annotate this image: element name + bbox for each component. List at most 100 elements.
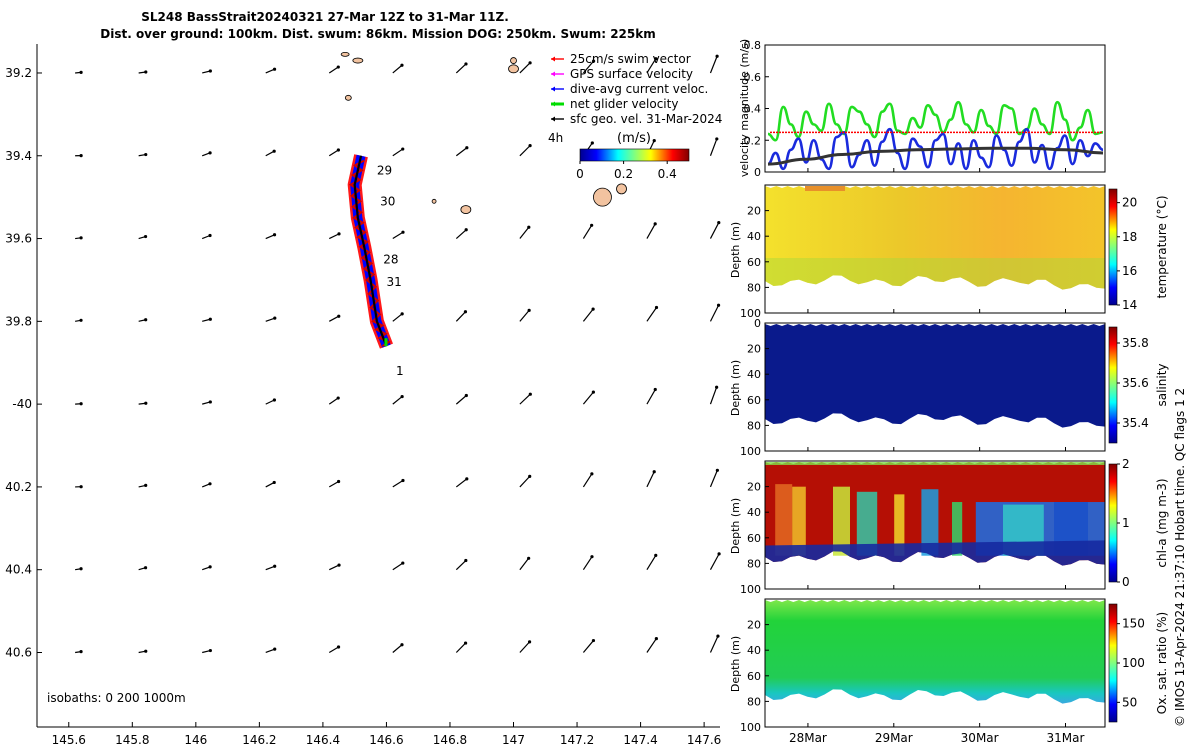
colorbar-tick-label: 35.6 [1122,376,1149,390]
current-vector-head [144,402,147,405]
current-vector-head [79,650,82,653]
current-vector-head [655,306,658,309]
current-vector-head [590,472,593,475]
depth-tick-label: 40 [747,506,761,519]
chla-surface-layer [765,462,1105,465]
section-colorbar [1109,189,1117,305]
colorbar-tick-label: 14 [1122,298,1137,312]
colorbar-tick-label: 18 [1122,230,1137,244]
island-patch [509,65,519,73]
map-x-tick-label: 147.6 [687,733,721,747]
current-vector-head [79,236,82,239]
map-plot-area [37,44,720,727]
current-vector-head [337,396,340,399]
depth-tick-label: 100 [740,583,761,596]
colorbar-tick-label: 16 [1122,264,1137,278]
current-vector-head [465,477,468,480]
depth-tick-label: 40 [747,230,761,243]
current-vector-head [528,309,531,312]
map-x-tick-label: 146.8 [433,733,467,747]
island-patch [461,206,471,214]
depth-tick-label: 80 [747,419,761,432]
current-vector-head [273,398,276,401]
current-vector-head [208,234,211,237]
day-label: 1 [396,364,404,378]
current-vector-head [592,308,595,311]
depth-tick-label: 20 [747,481,761,494]
current-vector-head [209,400,212,403]
legend-label: dive-avg current veloc. [570,82,708,96]
map-y-tick-label: 39.8 [5,314,32,328]
current-vector-head [465,228,468,231]
map-y-tick-label: 39.2 [5,66,32,80]
colorbar-tick-label: 0.4 [658,167,677,181]
current-vector-head [717,304,720,307]
figure-subtitle: Dist. over ground: 100km. Dist. swum: 86… [100,27,656,41]
current-vector-head [654,222,657,225]
velocity-ylabel: velocity magnitude (m/s) [738,39,751,177]
section-colorbar [1109,327,1117,443]
section-ylabel: Depth (m) [729,636,742,692]
colorbar-label: temperature (°C) [1155,196,1169,299]
map-y-tick-label: 39.6 [5,232,32,246]
current-vector-head [654,554,657,557]
map-x-tick-label: 146.6 [369,733,403,747]
current-vector-head [528,144,531,147]
depth-tick-label: 60 [747,532,761,545]
map-x-tick-label: 146.2 [242,733,276,747]
section-warm-cap [805,186,845,191]
current-vector-head [529,393,532,396]
current-vector-head [592,639,595,642]
section-field [765,324,1105,428]
current-vector-head [209,565,212,568]
current-vector-head [208,482,211,485]
current-vector-head [79,71,82,74]
colorbar-label: Ox. sat. ratio (%) [1155,612,1169,714]
section-panels: 20 40 60 80 100 Depth (m) 20 18 16 14 temperature … [729,185,1169,734]
depth-tick-label: 20 [747,205,761,218]
speed-colorbar [580,149,689,161]
current-vector-head [464,62,467,65]
colorbar-label: (m/s) [617,131,651,146]
island-patch [593,188,611,206]
depth-tick-label: 60 [747,670,761,683]
depth-tick-label: 100 [740,721,761,734]
depth-tick-label: 80 [747,695,761,708]
time-tick-label: 30Mar [961,731,999,745]
current-vector-head [400,64,403,67]
current-vector-head [208,151,211,154]
current-vector-head [337,315,340,318]
current-vector-head [80,402,83,405]
map-y-tick-label: 40.4 [5,563,32,577]
depth-tick-label: 80 [747,281,761,294]
island-patch [341,52,349,56]
map-y-tick-label: -40 [12,397,32,411]
section-cool-layer [765,258,1105,290]
depth-tick-label: 40 [747,368,761,381]
current-vector-head [144,484,147,487]
current-vector-head [209,69,212,72]
current-vector-head [654,388,657,391]
current-vector-head [401,231,404,234]
credit-text: © IMOS 13-Apr-2024 21:37:10 Hobart time.… [1173,388,1187,727]
current-vector-head [144,70,147,73]
current-vector-head [144,318,147,321]
map-x-tick-label: 146 [184,733,207,747]
colorbar-tick-label: 35.4 [1122,416,1149,430]
depth-tick-label: 20 [747,343,761,356]
current-vector-head [716,635,719,638]
net-velocity-mark [384,338,387,346]
current-vector-head [590,555,593,558]
current-vector-head [400,643,403,646]
colorbar-tick-label: 100 [1122,656,1145,670]
section-colorbar [1109,464,1117,582]
current-vector-head [79,567,82,570]
current-vector-head [209,318,212,321]
current-vector-head [401,561,404,564]
